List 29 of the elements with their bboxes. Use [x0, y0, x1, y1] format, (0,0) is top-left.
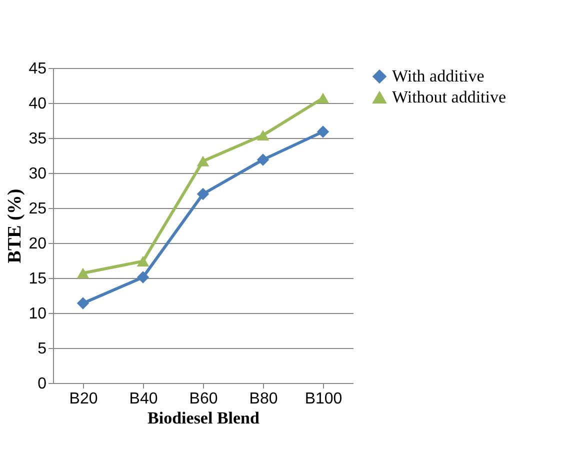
point: [316, 126, 330, 138]
x-tick-label: B100: [304, 390, 342, 408]
point: [76, 297, 90, 310]
y-tick-label: 30: [28, 166, 47, 182]
x-tick-label: B40: [129, 390, 158, 408]
y-tick-label: 0: [38, 376, 47, 392]
point: [136, 271, 150, 284]
point: [136, 256, 150, 267]
y-tick-label: 45: [28, 60, 47, 78]
point: [76, 268, 90, 278]
point: [196, 156, 210, 166]
x-tick-label: B80: [249, 390, 278, 408]
point: [256, 130, 270, 141]
y-tick-label: 20: [28, 236, 47, 252]
y-axis-title: BTE (%): [4, 188, 26, 264]
y-tick-label: 35: [28, 130, 47, 148]
y-tick-label: 40: [28, 96, 47, 112]
point: [256, 154, 270, 166]
y-tick-label: 5: [38, 340, 47, 358]
y-tick-label: 10: [28, 306, 47, 322]
legend-label: Without additive: [392, 88, 506, 106]
x-axis-title: Biodiesel Blend: [148, 408, 260, 428]
point: [196, 188, 210, 200]
x-tick-label: B20: [69, 390, 98, 408]
y-tick-label: 25: [28, 200, 47, 218]
legend-label: With additive: [392, 66, 484, 86]
point: [316, 92, 330, 104]
x-tick-label: B60: [189, 390, 218, 408]
y-tick-label: 15: [28, 270, 47, 288]
